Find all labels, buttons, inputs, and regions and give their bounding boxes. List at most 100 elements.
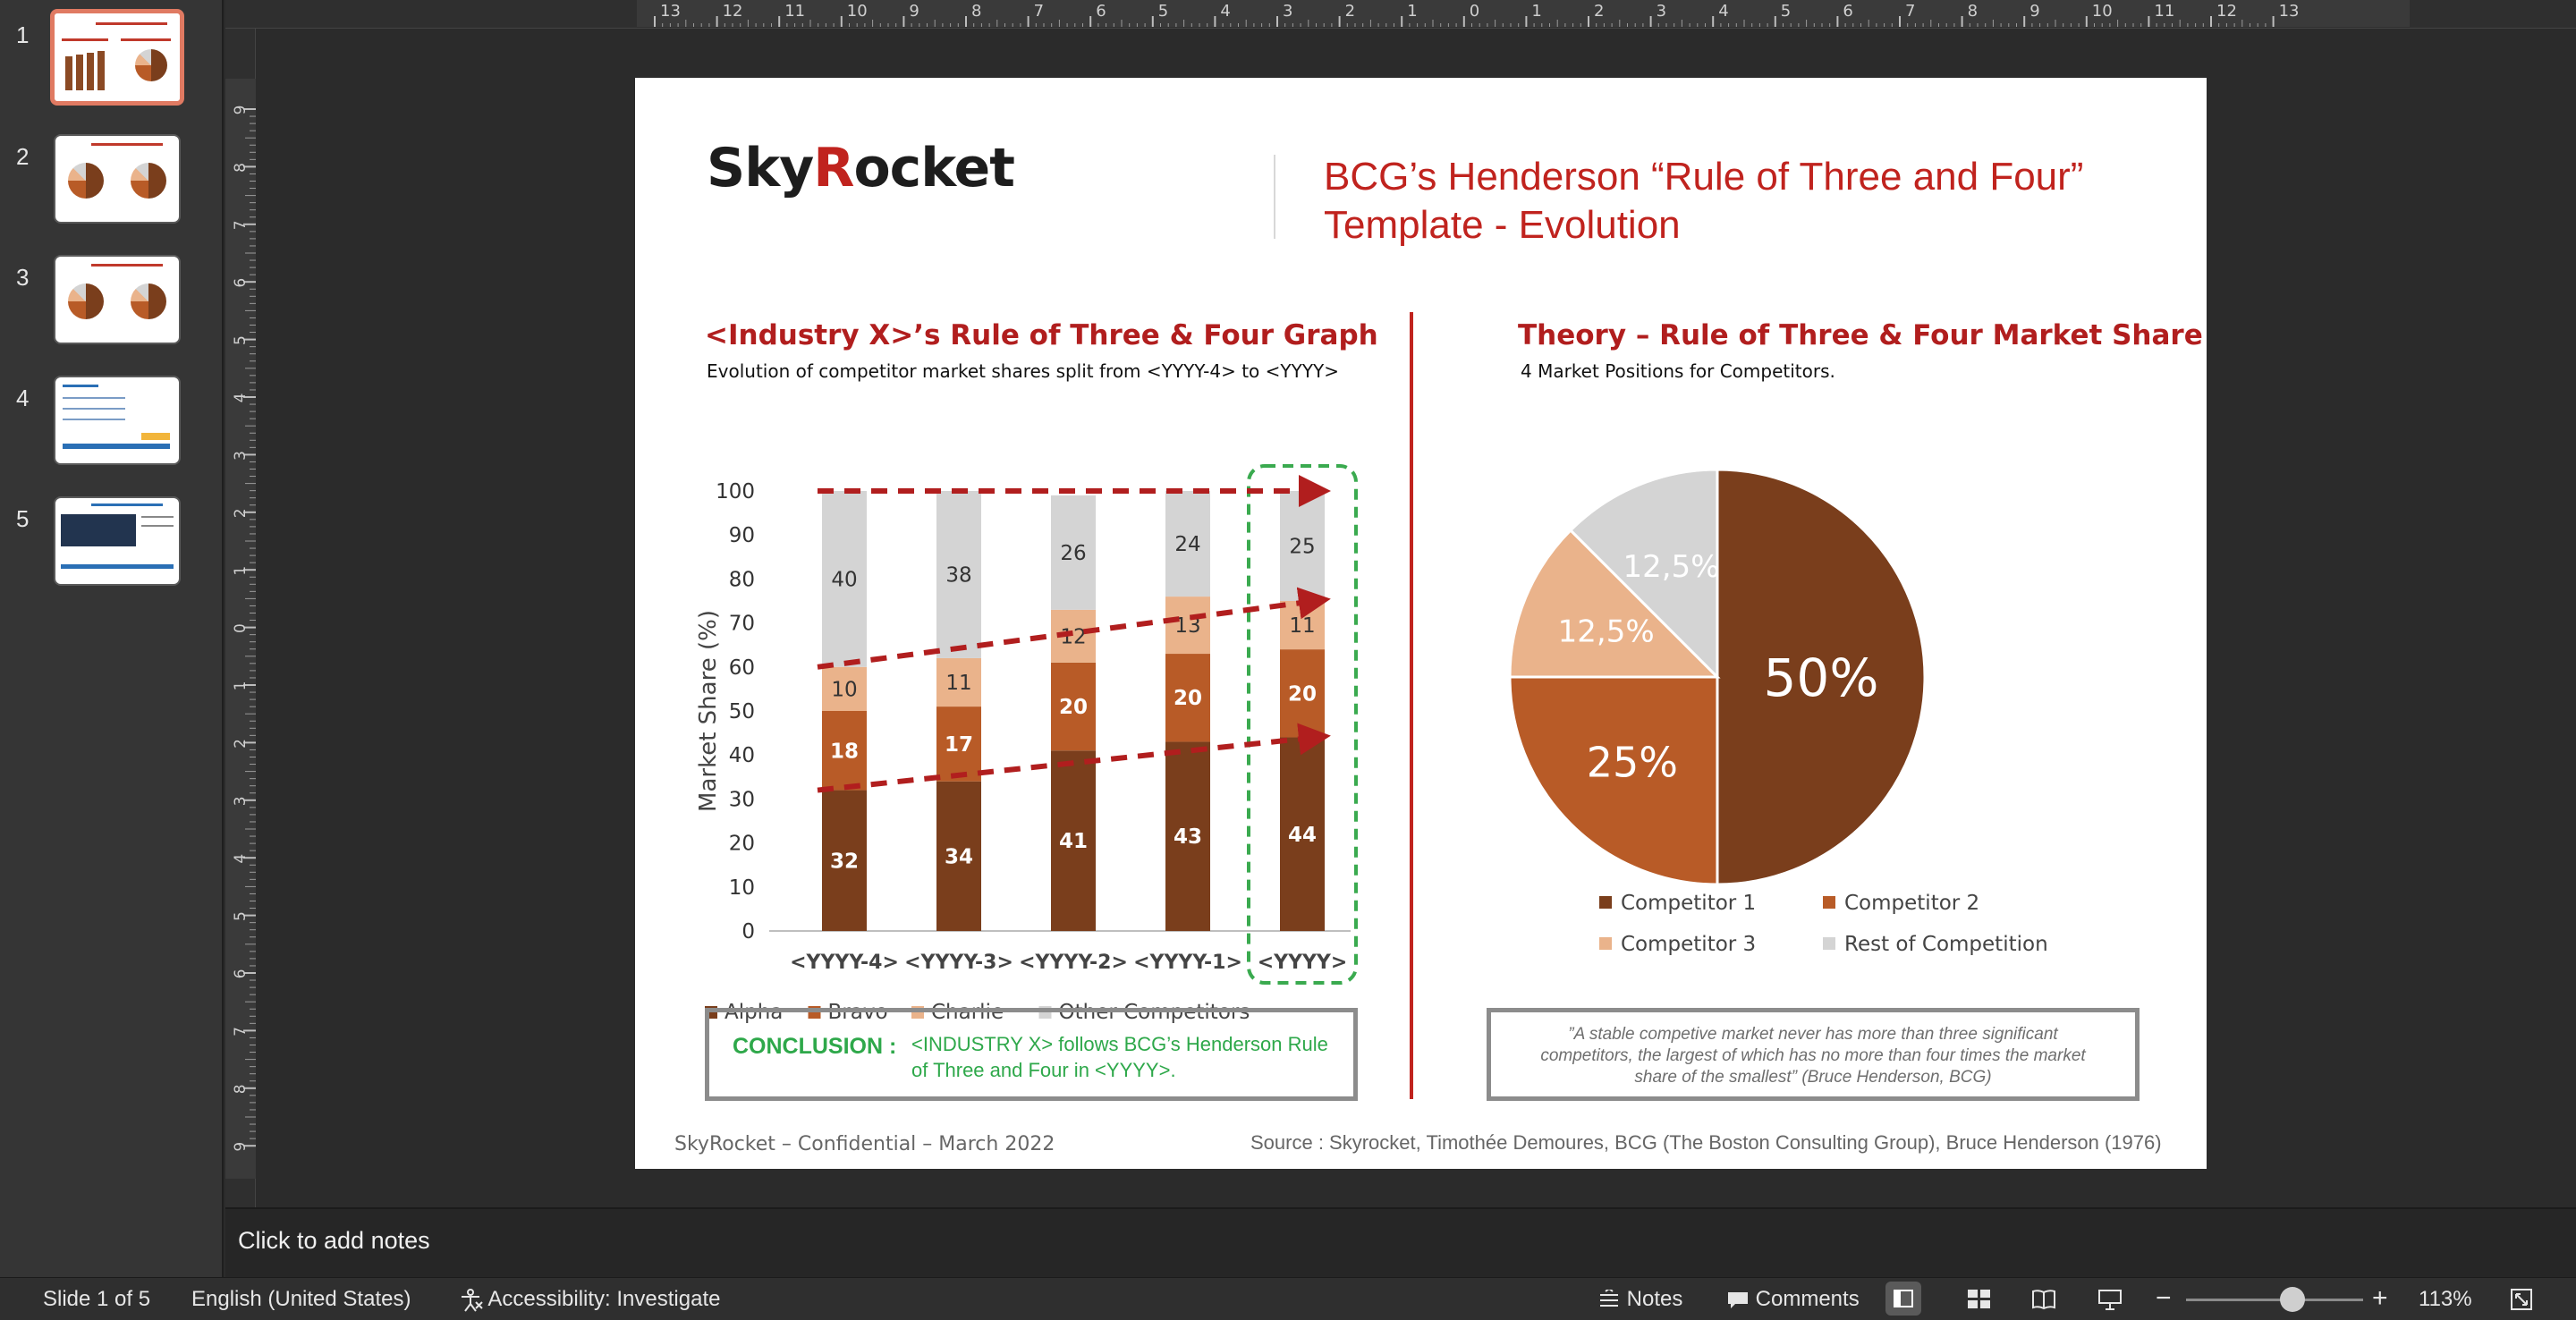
thumbnail-number: 2: [16, 143, 30, 170]
zoom-in-button[interactable]: +: [2372, 1283, 2388, 1313]
y-tick-label: 20: [729, 833, 755, 856]
fit-to-window-button[interactable]: [2508, 1287, 2535, 1318]
conclusion-label: CONCLUSION :: [733, 1034, 897, 1059]
legend-swatch: [1599, 937, 1612, 950]
conclusion-box[interactable]: CONCLUSION : <INDUSTRY X> follows BCG’s …: [705, 1008, 1358, 1101]
slide-thumbnail-pane[interactable]: 1 2 3: [0, 0, 224, 1277]
notes-icon: [1600, 1289, 1618, 1307]
bar-segment-charlie: [936, 657, 981, 707]
fit-to-window-icon: [2511, 1289, 2532, 1310]
ruler-label: 4: [232, 393, 250, 403]
footer-source: Source : Skyrocket, Timothée Demoures, B…: [1250, 1131, 2162, 1154]
language-indicator[interactable]: English (United States): [191, 1287, 411, 1311]
thumbnail-preview[interactable]: [54, 496, 181, 586]
accessibility-button[interactable]: Accessibility: Investigate: [458, 1287, 720, 1313]
y-tick-label: 80: [729, 568, 755, 591]
ruler-label: 9: [909, 2, 919, 21]
zoom-level[interactable]: 113%: [2419, 1287, 2472, 1311]
legend-label: Other Competitors: [1059, 1001, 1250, 1024]
slideshow-button[interactable]: [2097, 1287, 2123, 1318]
market-share-pie-chart[interactable]: 50% 25% 12,5% 12,5%: [1476, 418, 1959, 901]
ruler-label: 13: [660, 2, 681, 21]
conclusion-text: <INDUSTRY X> follows BCG’s Henderson Rul…: [911, 1033, 1328, 1081]
ruler-label: 0: [232, 623, 250, 633]
ruler-label: 9: [232, 1142, 250, 1152]
ruler-label: 9: [2029, 2, 2039, 21]
vertical-ruler[interactable]: 9 8 7 6 5 4 3 2 1 0 1 2 3 4 5 6 7 8 9: [225, 29, 256, 1207]
thumbnail-preview[interactable]: [54, 376, 181, 465]
bar-segment-other-competitors: [822, 491, 867, 667]
zoom-slider-thumb[interactable]: [2279, 1287, 2305, 1312]
pie-data-label: 12,5%: [1558, 614, 1655, 650]
zoom-slider[interactable]: [2186, 1287, 2363, 1312]
y-tick-label: 0: [741, 920, 755, 943]
bar-segment-charlie: [822, 666, 867, 711]
legend-label: Bravo: [828, 1001, 888, 1024]
thumbnail-preview[interactable]: [50, 9, 184, 106]
bar-segment-bravo: [1165, 654, 1210, 742]
quote-text: ”A stable competive market never has mor…: [1540, 1025, 2086, 1087]
slide-thumbnail-4[interactable]: 4: [0, 376, 224, 481]
pie-legend-item: Rest of Competition: [1823, 933, 2048, 956]
slide-thumbnail-1[interactable]: 1: [0, 9, 224, 118]
bar-segment-bravo: [1051, 662, 1096, 751]
ruler-face: [225, 79, 256, 1179]
thumbnail-number: 3: [16, 264, 30, 291]
zoom-out-button[interactable]: −: [2156, 1283, 2172, 1313]
left-section-subtitle[interactable]: Evolution of competitor market shares sp…: [707, 360, 1340, 382]
slide-title[interactable]: BCG’s Henderson “Rule of Three and Four”…: [1324, 155, 2084, 247]
pie-legend-item: Competitor 3: [1599, 933, 1756, 956]
accessibility-label: Accessibility: Investigate: [487, 1287, 721, 1311]
bar-segment-bravo: [822, 711, 867, 791]
notes-pane[interactable]: Click to add notes: [225, 1207, 2576, 1277]
y-tick-label: 50: [729, 700, 755, 723]
ruler-label: 1: [1531, 2, 1541, 21]
bar-data-label: 44: [1288, 824, 1317, 847]
ruler-label: 13: [2279, 2, 2300, 21]
slide-canvas[interactable]: SkyRocket BCG’s Henderson “Rule of Three…: [257, 30, 2576, 1207]
left-section-title[interactable]: <Industry X>’s Rule of Three & Four Grap…: [705, 319, 1378, 351]
right-section-title[interactable]: Theory – Rule of Three & Four Market Sha…: [1518, 319, 2203, 351]
slide-counter[interactable]: Slide 1 of 5: [43, 1287, 151, 1311]
bar-data-label: 20: [1174, 687, 1202, 710]
slide-thumbnail-3[interactable]: 3: [0, 255, 224, 360]
pie-data-label: 25%: [1587, 739, 1678, 787]
ruler-label: 5: [232, 911, 250, 921]
thumbnail-preview[interactable]: [54, 134, 181, 224]
ruler-label: 11: [784, 2, 805, 21]
slide-thumbnail-2[interactable]: 2: [0, 134, 224, 240]
thumbnail-preview[interactable]: [54, 255, 181, 344]
y-tick-label: 40: [729, 744, 755, 767]
quote-box[interactable]: ”A stable competive market never has mor…: [1487, 1008, 2140, 1101]
slide-sorter-button[interactable]: [1966, 1287, 1993, 1318]
bar-data-label: 43: [1174, 825, 1202, 849]
ruler-label: 7: [1034, 2, 1044, 21]
pie-legend-item: Competitor 2: [1823, 892, 1979, 915]
ruler-label: 1: [232, 681, 250, 691]
bar-segment-alpha: [936, 781, 981, 931]
notes-button[interactable]: Notes: [1597, 1287, 1682, 1312]
footer-confidential: SkyRocket – Confidential – March 2022: [674, 1133, 1055, 1155]
right-section-subtitle[interactable]: 4 Market Positions for Competitors.: [1521, 360, 1835, 382]
bar-segment-other-competitors: [1051, 495, 1096, 610]
y-tick-label: 90: [729, 524, 755, 547]
slide-thumbnail-5[interactable]: 5: [0, 496, 224, 602]
reading-view-button[interactable]: [2030, 1287, 2057, 1318]
bar-segment-alpha: [1165, 741, 1210, 931]
comment-icon: [1728, 1291, 1748, 1308]
bar-data-label: 41: [1059, 830, 1088, 853]
market-share-bar-chart[interactable]: 0 10 20 30 40 50 60 70 80 90 100 Market Share (%) 32…: [635, 418, 1404, 1044]
notes-placeholder[interactable]: Click to add notes: [238, 1227, 430, 1254]
ruler-label: 5: [232, 335, 250, 345]
comments-button[interactable]: Comments: [1726, 1287, 1860, 1312]
slide[interactable]: SkyRocket BCG’s Henderson “Rule of Three…: [635, 78, 2207, 1169]
y-tick-label: 100: [716, 480, 755, 503]
bar-data-label: 32: [830, 850, 859, 873]
horizontal-ruler[interactable]: 13 12 11 10 9 8 7 6 5 4 3 2 1 0 1 2 3 4 5 6 7 8 9 10 11 12 13: [225, 0, 2576, 29]
x-tick-label: <YYYY-3>: [904, 952, 1013, 974]
ruler-label: 3: [1657, 2, 1666, 21]
normal-view-button[interactable]: [1885, 1282, 1921, 1316]
ruler-label: 10: [847, 2, 868, 21]
title-separator: [1274, 155, 1275, 239]
